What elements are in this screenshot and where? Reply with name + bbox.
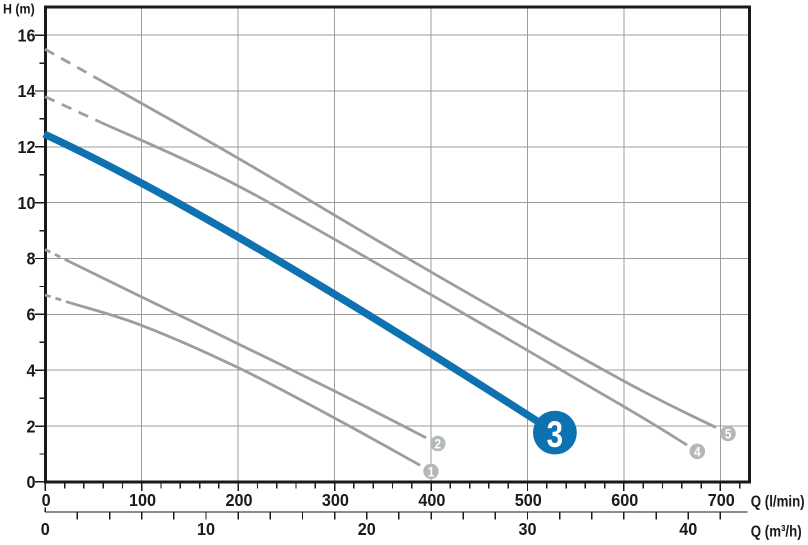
svg-text:0: 0 — [26, 472, 35, 492]
svg-text:500: 500 — [515, 490, 542, 510]
svg-text:0: 0 — [42, 490, 51, 510]
svg-text:700: 700 — [708, 490, 735, 510]
svg-text:10: 10 — [17, 193, 35, 213]
svg-text:Q (m³/h): Q (m³/h) — [751, 524, 802, 541]
svg-text:3: 3 — [547, 415, 563, 456]
svg-text:2: 2 — [26, 417, 35, 437]
svg-text:40: 40 — [679, 519, 697, 539]
svg-text:16: 16 — [17, 26, 35, 46]
svg-text:2: 2 — [434, 436, 441, 452]
svg-text:4: 4 — [26, 361, 35, 381]
svg-text:10: 10 — [197, 519, 215, 539]
svg-text:H (m): H (m) — [3, 1, 35, 17]
svg-text:100: 100 — [129, 490, 156, 510]
svg-text:12: 12 — [17, 137, 35, 157]
svg-text:30: 30 — [518, 519, 536, 539]
svg-text:1: 1 — [428, 463, 435, 479]
svg-text:600: 600 — [611, 490, 638, 510]
svg-text:14: 14 — [17, 81, 35, 101]
svg-text:20: 20 — [358, 519, 376, 539]
svg-text:8: 8 — [26, 249, 35, 269]
svg-text:400: 400 — [418, 490, 445, 510]
svg-text:5: 5 — [725, 426, 732, 442]
svg-text:6: 6 — [26, 305, 35, 325]
svg-text:300: 300 — [322, 490, 349, 510]
svg-text:0: 0 — [41, 519, 50, 539]
svg-text:200: 200 — [225, 490, 252, 510]
svg-text:Q (l/min): Q (l/min) — [751, 493, 805, 510]
svg-text:4: 4 — [694, 443, 701, 459]
